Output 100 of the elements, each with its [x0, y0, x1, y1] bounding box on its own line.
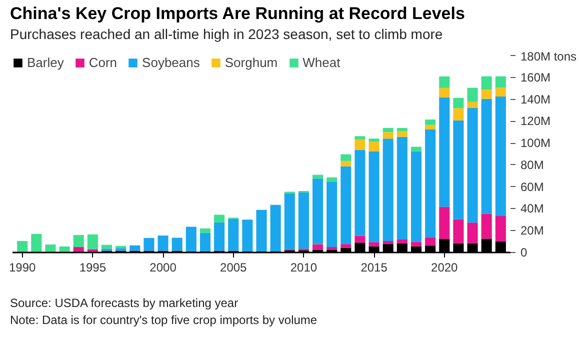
bar — [354, 140, 366, 150]
chart-subtitle: Purchases reached an all-time high in 2023 season, set to climb more — [10, 26, 443, 44]
bar — [396, 128, 408, 132]
bar — [242, 220, 253, 252]
bar — [101, 248, 112, 252]
bar — [73, 235, 84, 248]
y-tick-label: 40M — [520, 202, 544, 216]
bar — [396, 131, 408, 138]
bar — [439, 98, 450, 208]
bar — [481, 99, 492, 214]
y-tick-label: 80M — [520, 158, 544, 172]
bar — [340, 244, 352, 248]
y-tick-label: 100M — [520, 136, 551, 150]
y-tick-label: 0 — [520, 246, 528, 260]
bar — [284, 194, 295, 250]
bar — [425, 130, 436, 238]
y-tick-label: 60M — [520, 180, 544, 194]
bar — [340, 154, 352, 162]
x-tick-label: 1990 — [9, 260, 36, 275]
bar — [214, 222, 225, 252]
bar — [382, 138, 394, 242]
bar — [481, 90, 492, 100]
bar — [17, 241, 28, 253]
bar — [453, 120, 464, 220]
x-tick-label: 2010 — [290, 260, 318, 275]
bar — [312, 178, 324, 244]
bar — [410, 146, 422, 152]
y-tick-label: 20M — [520, 224, 544, 238]
bar — [439, 76, 450, 88]
x-tick-label: 2020 — [431, 260, 458, 275]
bar — [410, 152, 422, 242]
bar — [214, 214, 225, 223]
bar — [382, 241, 394, 244]
bar — [312, 174, 324, 179]
bar — [340, 161, 352, 167]
y-tick-label: 180M tons — [520, 50, 577, 64]
text: Note: Data is for country's top five crop imports by volume — [10, 312, 318, 327]
bar — [87, 234, 98, 250]
bar — [453, 219, 464, 244]
bar — [312, 244, 324, 250]
y-tick-label: 140M — [520, 92, 551, 106]
chart-title: China's Key Crop Imports Are Running at Record Levels — [10, 4, 465, 24]
bar — [396, 137, 408, 240]
bar — [354, 136, 366, 140]
legend-label: Wheat — [302, 55, 340, 70]
bar — [116, 248, 126, 252]
bar — [73, 247, 84, 253]
y-tick-label: 120M — [520, 114, 551, 128]
legend-label: Barley — [27, 55, 64, 70]
bar — [59, 246, 70, 253]
bar — [481, 76, 492, 90]
legend-label: Corn — [88, 55, 118, 70]
legend-label: Sorghum — [224, 55, 278, 70]
bar — [495, 88, 506, 97]
bar — [200, 232, 211, 252]
bar — [340, 166, 352, 244]
legend-label: Soybeans — [142, 55, 200, 70]
bar — [467, 88, 478, 102]
bar — [425, 120, 436, 126]
bar — [368, 138, 380, 142]
x-tick-label: 2015 — [360, 260, 388, 275]
bar — [326, 182, 338, 248]
bar — [453, 98, 464, 108]
x-tick-label: 2005 — [220, 260, 248, 275]
bar — [326, 247, 338, 250]
bar — [382, 128, 394, 132]
bar — [467, 108, 478, 223]
bar — [270, 205, 281, 252]
bar — [354, 150, 366, 236]
bar — [101, 245, 112, 249]
bar — [172, 238, 182, 252]
bar — [228, 218, 239, 252]
bar — [425, 237, 436, 246]
bar — [256, 210, 267, 252]
bar — [396, 240, 408, 244]
bar — [467, 222, 478, 244]
bar — [45, 244, 56, 253]
y-tick-label: 160M — [520, 70, 551, 85]
x-tick-label: 2000 — [150, 260, 177, 275]
bar — [130, 246, 140, 252]
bar — [425, 125, 436, 130]
bar — [481, 214, 492, 239]
bar — [453, 108, 464, 121]
bar — [495, 96, 506, 216]
bar — [354, 236, 366, 243]
bar — [326, 178, 338, 182]
bar — [31, 234, 42, 253]
bar — [368, 142, 380, 152]
bar — [186, 226, 196, 252]
bar — [87, 249, 98, 253]
bar — [439, 207, 450, 240]
bar — [439, 88, 450, 98]
bar — [382, 132, 394, 139]
bar — [495, 76, 506, 88]
x-tick-label: 1995 — [79, 260, 106, 275]
bar — [368, 151, 380, 242]
bar — [144, 238, 154, 252]
bar — [410, 242, 422, 247]
bar — [467, 102, 478, 108]
bar — [158, 236, 168, 252]
